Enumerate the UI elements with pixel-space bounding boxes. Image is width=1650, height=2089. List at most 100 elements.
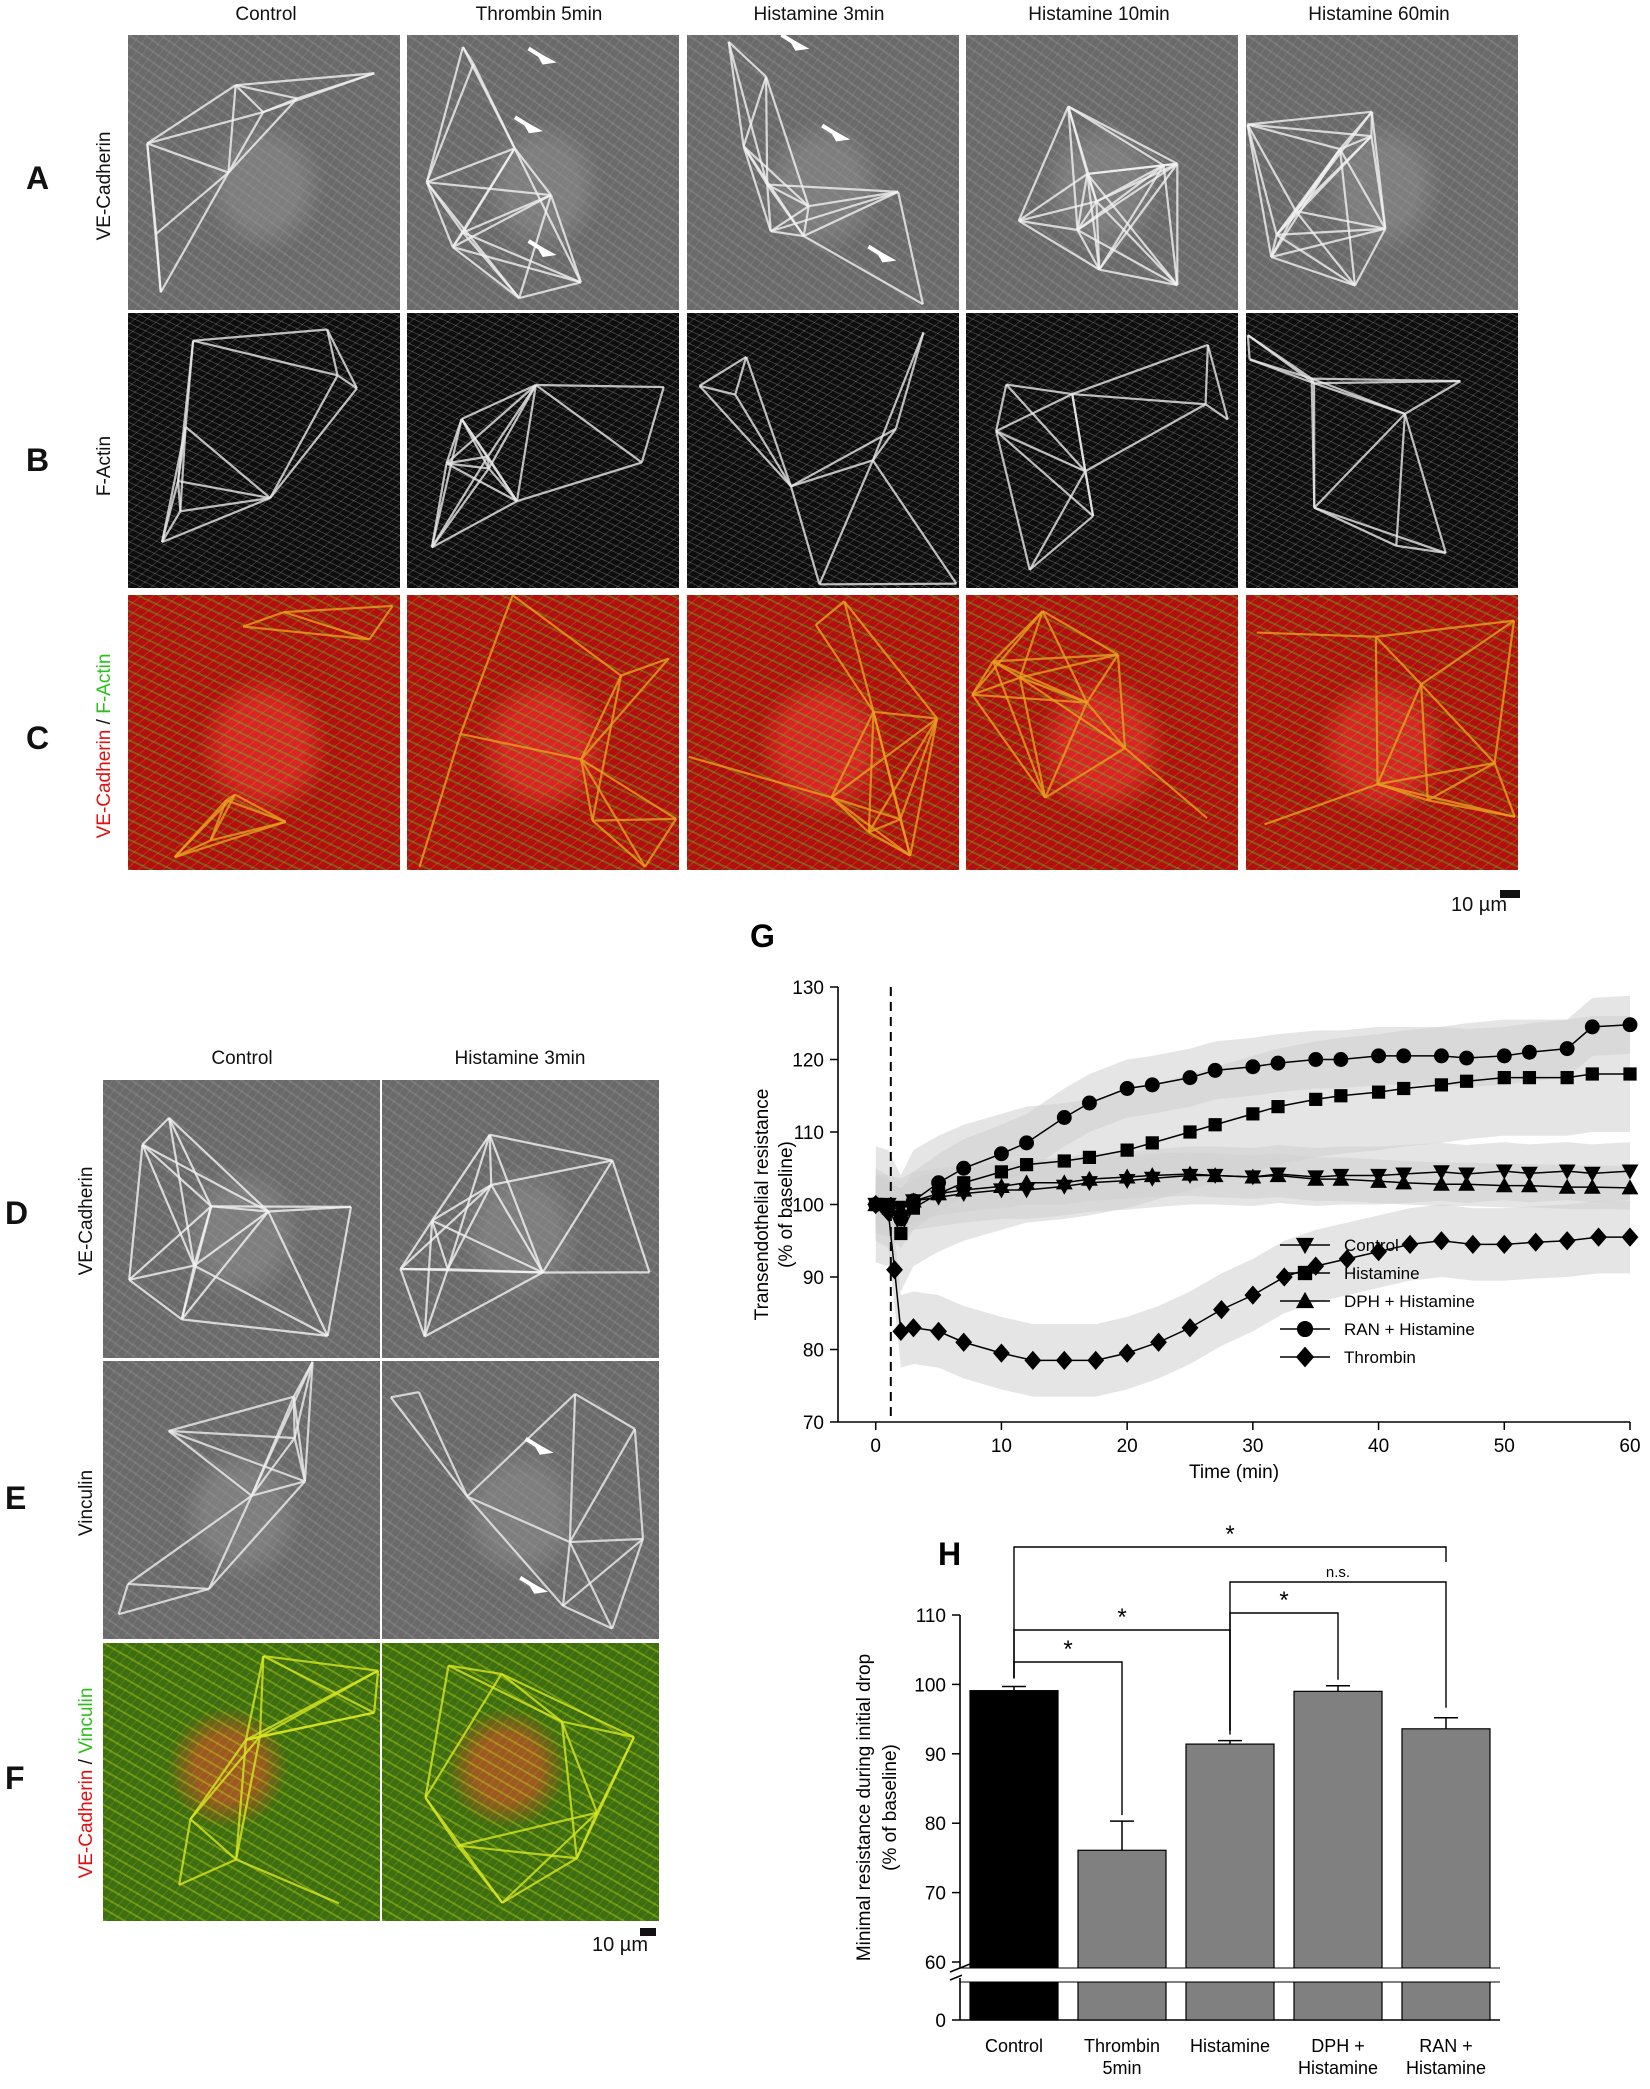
bar-4: RAN +Histamine [1401, 1716, 1491, 2078]
data-point [1081, 1170, 1098, 1186]
data-point [955, 1181, 973, 1197]
bar-lower [1293, 1981, 1383, 2021]
data-point [1143, 1167, 1161, 1183]
panel-letter-g: G [750, 918, 775, 954]
data-point [1495, 1177, 1513, 1193]
micrograph-top-r3-c5 [1246, 595, 1518, 870]
micrograph-top-r2-c1-cell-borders [160, 328, 358, 544]
x-tick-label: 40 [1368, 1436, 1389, 1457]
y-tick-label: 130 [792, 978, 824, 999]
column-header-histamine-60min: Histamine 60min [1308, 4, 1450, 25]
data-point [1018, 1174, 1035, 1190]
data-point [1182, 1070, 1198, 1086]
merge-label-green: F-Actin [94, 653, 115, 714]
bar-upper [1077, 1849, 1167, 1969]
data-point [1458, 1167, 1475, 1183]
row-label-ve-cadherin-lower: VE-Cadherin [76, 1166, 97, 1276]
data-point [1056, 1110, 1072, 1125]
micrograph-top-r2-c3-cell-borders [698, 331, 958, 586]
legend: Control Histamine DPH + Histamine RAN + His… [1280, 1236, 1475, 1368]
micrograph-bottom-r1-c2 [382, 1080, 659, 1358]
bar-2: Histamine [1185, 1739, 1275, 2056]
data-point [1019, 1135, 1035, 1151]
data-point [994, 1165, 1009, 1179]
data-point [1057, 1154, 1071, 1168]
category-label: Histamine [1406, 2058, 1486, 2078]
data-point [893, 1211, 909, 1227]
data-point [1497, 1071, 1511, 1085]
significance-bracket: * [1013, 1521, 1447, 1679]
panel-h-bar-chart: H 60 70 80 90 100 110 0 Minimal resistance durin… [854, 1521, 1502, 2078]
legend-marker [1295, 1291, 1315, 1309]
bar-upper [969, 1690, 1059, 1969]
micrograph-top-r1-c4-cell-borders [1017, 105, 1179, 287]
micrograph-top-r2-c2 [407, 313, 679, 588]
data-point [1583, 1166, 1601, 1182]
data-point [1244, 1168, 1262, 1184]
y-tick-label: 80 [803, 1341, 824, 1362]
bar-lower [969, 1981, 1059, 2021]
micrograph-top-r1-c1 [128, 35, 400, 310]
merge-label-red: VE-Cadherin [94, 729, 115, 839]
category-label: RAN + [1419, 2036, 1473, 2056]
scale-bar-label-bottom: 10 µm [592, 1934, 648, 1956]
micrograph-bottom-r2-c1-cell-borders [117, 1361, 314, 1616]
legend-label: DPH + Histamine [1344, 1292, 1475, 1311]
legend-marker [1295, 1346, 1315, 1368]
data-point [1401, 1234, 1419, 1254]
data-point [894, 1226, 908, 1241]
panel-g-line-chart: G 70 80 90 100 110 120 130 0 10 20 30 40 50 60 Time (mi… [750, 918, 1641, 1483]
data-point [1395, 1174, 1413, 1190]
column-header-histamine-3min-lower: Histamine 3min [454, 1048, 586, 1069]
data-point [1521, 1044, 1537, 1060]
legend-label: Histamine [1344, 1264, 1420, 1283]
data-point [1270, 1055, 1286, 1071]
data-point [1332, 1170, 1350, 1186]
micrograph-top-r1-c3-cell-borders [727, 35, 924, 306]
panel-letter-c: C [26, 720, 50, 756]
data-point [1271, 1100, 1285, 1114]
category-label: Control [985, 2036, 1043, 2056]
bracket-line [1229, 1581, 1447, 1731]
micrograph-top-r1-c4 [966, 35, 1238, 310]
merge-label-separator: / [94, 713, 115, 730]
micrograph-bottom-r3-c1 [103, 1643, 380, 1921]
y-tick-label: 120 [792, 1051, 824, 1072]
data-point [1583, 1178, 1601, 1194]
data-point [1621, 1179, 1639, 1195]
significance-label: n.s. [1326, 1564, 1350, 1581]
data-point [1559, 1041, 1575, 1057]
legend-marker [1296, 1320, 1314, 1338]
data-point [1521, 1166, 1538, 1182]
data-point [1522, 1071, 1537, 1085]
panel-letter-f: F [5, 1760, 25, 1796]
row-label-merge-lower: VE-Cadherin / Vinculin [76, 1663, 98, 1903]
bar-0: Control [969, 1685, 1059, 2056]
micrograph-top-r3-c5-cell-borders [1256, 619, 1516, 826]
category-label: Histamine [1298, 2058, 1378, 2078]
legend-label: Control [1344, 1236, 1399, 1255]
data-point [930, 1185, 947, 1201]
data-point [1496, 1048, 1512, 1064]
column-header-histamine-3min: Histamine 3min [753, 4, 885, 25]
micrograph-bottom-r3-c1-cell-borders [178, 1654, 380, 1905]
y-tick-label: 110 [916, 1606, 946, 1627]
data-point [1206, 1167, 1224, 1183]
panel-letter-d: D [5, 1195, 29, 1231]
micrograph-top-r3-c2-cell-borders [418, 595, 678, 868]
legend-marker [1297, 1265, 1313, 1281]
legend-marker [1295, 1237, 1315, 1255]
x-tick-label: 50 [1494, 1436, 1515, 1457]
data-point [1459, 1074, 1474, 1088]
x-tick-label: 60 [1619, 1436, 1640, 1457]
data-point [1584, 1019, 1600, 1035]
micrograph-top-r3-c1-cell-borders [173, 604, 394, 859]
data-point [1433, 1048, 1449, 1064]
panel-letter-a: A [26, 160, 50, 196]
bar-upper [1293, 1690, 1383, 1969]
y-tick-label: 90 [925, 1745, 946, 1766]
bar-lower [1401, 1981, 1491, 2021]
data-point [1558, 1164, 1576, 1180]
y-tick-label: 110 [794, 1123, 824, 1144]
category-label: Thrombin [1084, 2036, 1160, 2056]
